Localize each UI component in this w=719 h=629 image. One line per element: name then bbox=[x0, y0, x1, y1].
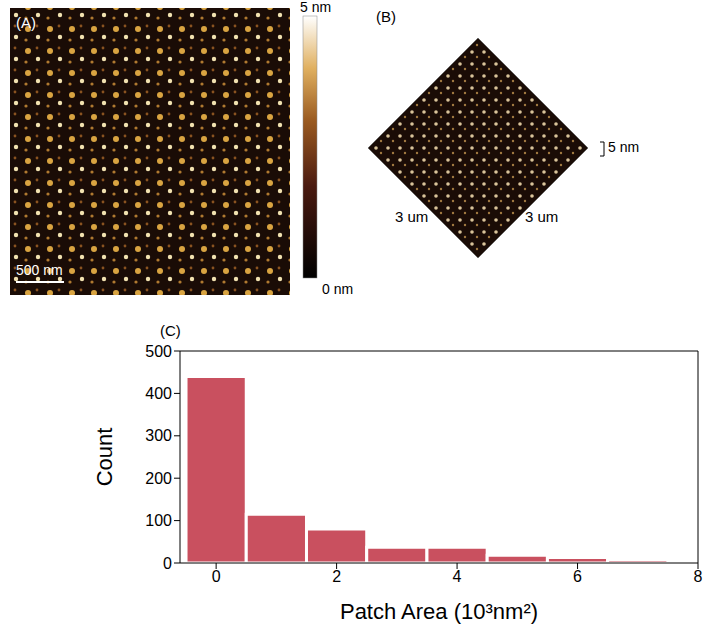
svg-text:8: 8 bbox=[694, 568, 703, 585]
svg-text:500: 500 bbox=[145, 343, 172, 360]
svg-text:2: 2 bbox=[332, 568, 341, 585]
svg-text:4: 4 bbox=[453, 568, 462, 585]
svg-text:Count: Count bbox=[92, 428, 117, 487]
svg-text:0: 0 bbox=[163, 555, 172, 572]
svg-text:6: 6 bbox=[573, 568, 582, 585]
svg-text:3 um: 3 um bbox=[525, 208, 558, 225]
svg-text:5 nm: 5 nm bbox=[608, 139, 639, 155]
svg-text:5 nm: 5 nm bbox=[300, 0, 331, 15]
svg-text:3 um: 3 um bbox=[395, 208, 428, 225]
svg-text:300: 300 bbox=[145, 427, 172, 444]
svg-text:(A): (A) bbox=[16, 14, 36, 31]
svg-text:100: 100 bbox=[145, 512, 172, 529]
svg-text:500 nm: 500 nm bbox=[16, 262, 63, 278]
html-text:(C): (C) bbox=[160, 322, 181, 339]
svg-text:0 nm: 0 nm bbox=[322, 281, 353, 297]
svg-text:(B): (B) bbox=[376, 8, 396, 25]
svg-text:0: 0 bbox=[212, 568, 221, 585]
svg-text:400: 400 bbox=[145, 385, 172, 402]
svg-text:200: 200 bbox=[145, 470, 172, 487]
svg-text:Patch Area (10³nm²): Patch Area (10³nm²) bbox=[340, 599, 538, 624]
